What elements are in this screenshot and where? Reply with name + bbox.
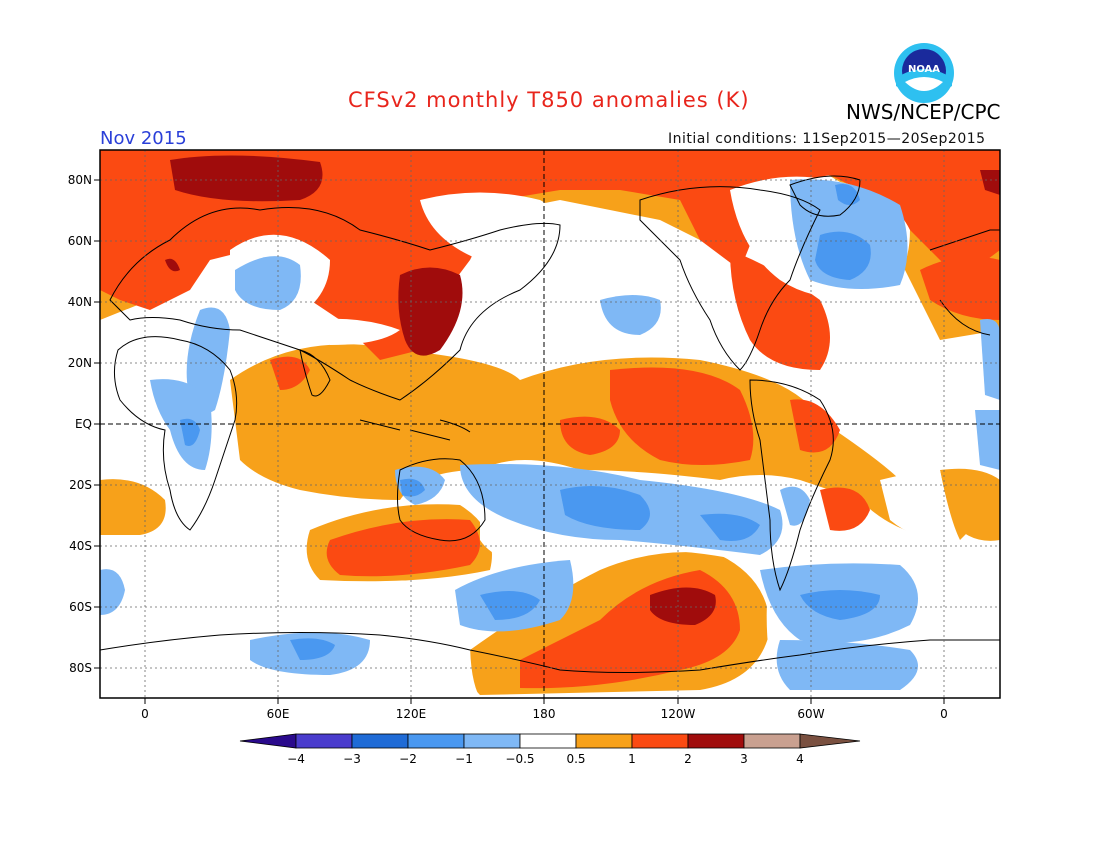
noaa-logo: NOAA (894, 43, 954, 103)
chart-title: CFSv2 monthly T850 anomalies (K) (348, 88, 750, 112)
forecast-period: Nov 2015 (100, 128, 187, 149)
anomaly-region-2-3 (165, 155, 1000, 625)
colorbar-label: −0.5 (505, 752, 534, 766)
x-axis-labels: 0 60E 120E 180 120W 60W 0 (141, 707, 948, 721)
x-tick-label: 120E (396, 707, 427, 721)
colorbar-swatch-m1-m05 (463, 733, 521, 749)
colorbar-labels: −4 −3 −2 −1 −0.5 0.5 1 2 3 4 (287, 752, 804, 766)
colorbar-label: 3 (740, 752, 748, 766)
y-tick-label: 80S (69, 661, 92, 675)
colorbar (239, 733, 861, 749)
colorbar-swatch-m3-m2 (351, 733, 409, 749)
x-tick-label: 0 (141, 707, 149, 721)
coastlines (100, 175, 1000, 673)
colorbar-label: 0.5 (566, 752, 585, 766)
y-tick-label: 40N (68, 295, 92, 309)
gridlines (100, 150, 1000, 698)
y-tick-label: 20S (69, 478, 92, 492)
anomaly-field (100, 150, 1000, 698)
colorbar-label: 2 (684, 752, 692, 766)
colorbar-label: 1 (628, 752, 636, 766)
x-tick-label: 60W (797, 707, 824, 721)
colorbar-label: −2 (399, 752, 417, 766)
x-tick-label: 60E (267, 707, 290, 721)
colorbar-swatch-2-3 (687, 733, 745, 749)
y-tick-label: 60S (69, 600, 92, 614)
x-tick-label: 0 (940, 707, 948, 721)
y-axis-labels: 80N 60N 40N 20N EQ 20S 40S 60S 80S (68, 173, 92, 675)
colorbar-swatch-05-1 (575, 733, 633, 749)
svg-text:NOAA: NOAA (908, 64, 940, 75)
colorbar-label: 4 (796, 752, 804, 766)
x-tick-label: 180 (533, 707, 556, 721)
colorbar-swatch-m2-m1 (407, 733, 465, 749)
colorbar-swatch-1-2 (631, 733, 689, 749)
colorbar-label: −1 (455, 752, 473, 766)
equator-dateline (100, 150, 1000, 698)
colorbar-swatch-neutral (519, 733, 577, 749)
organization-label: NWS/NCEP/CPC (846, 100, 1001, 124)
colorbar-swatch-lt-m4 (239, 733, 297, 749)
y-tick-label: 60N (68, 234, 92, 248)
colorbar-swatch-m4-m3 (295, 733, 353, 749)
x-tick-label: 120W (661, 707, 696, 721)
initial-conditions: Initial conditions: 11Sep2015—20Sep2015 (668, 131, 986, 147)
colorbar-label: −4 (287, 752, 305, 766)
anomaly-region-m2-m1 (180, 184, 880, 660)
y-tick-label: EQ (75, 417, 92, 431)
colorbar-swatch-gt-4 (799, 733, 861, 749)
anomaly-region-1-2 (100, 150, 1000, 689)
colorbar-swatch-3-4 (743, 733, 801, 749)
y-tick-label: 20N (68, 356, 92, 370)
y-tick-label: 80N (68, 173, 92, 187)
colorbar-label: −3 (343, 752, 361, 766)
y-tick-label: 40S (69, 539, 92, 553)
